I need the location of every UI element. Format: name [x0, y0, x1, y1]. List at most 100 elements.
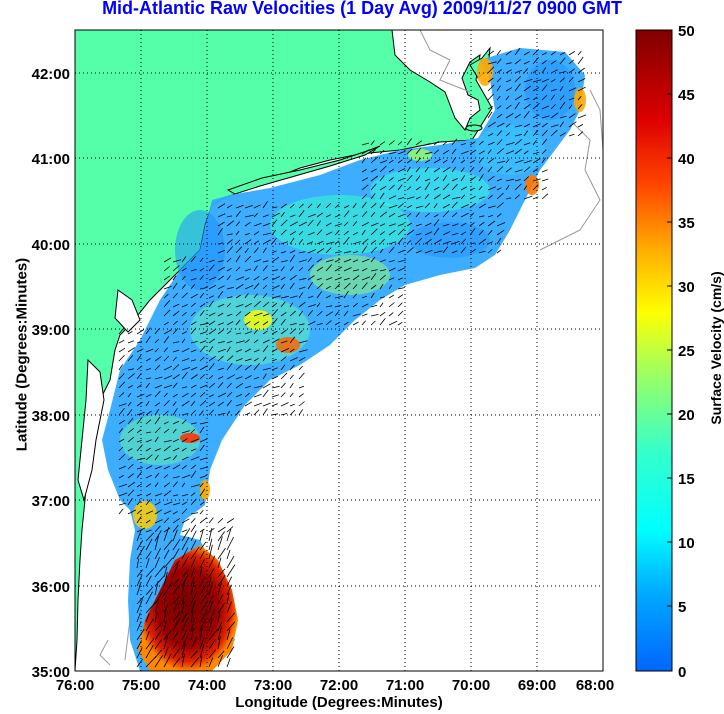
- velocity-arrow: [163, 329, 172, 335]
- velocity-arrow: [433, 167, 441, 173]
- velocity-arrow: [415, 233, 422, 236]
- velocity-arrow: [136, 384, 142, 389]
- velocity-arrow: [163, 607, 167, 623]
- velocity-arrow: [253, 283, 260, 290]
- velocity-arrow: [280, 311, 287, 317]
- velocity-arrow: [163, 300, 171, 308]
- velocity-arrow: [154, 622, 163, 632]
- velocity-arrow: [235, 410, 240, 416]
- velocity-arrow: [316, 229, 323, 236]
- velocity-arrow: [127, 331, 133, 335]
- velocity-arrow: [226, 246, 234, 254]
- velocity-arrow: [163, 557, 174, 569]
- velocity-arrow: [127, 509, 137, 515]
- velocity-arrow: [478, 140, 484, 146]
- velocity-arrow: [118, 428, 123, 434]
- velocity-arrow: [145, 483, 152, 488]
- velocity-arrow: [415, 166, 421, 173]
- velocity-arrow: [190, 540, 197, 551]
- velocity-arrow: [496, 187, 502, 191]
- velocity-arrow: [415, 250, 422, 254]
- velocity-arrow: [262, 373, 267, 380]
- velocity-arrow: [226, 330, 232, 335]
- velocity-arrow: [541, 186, 547, 191]
- velocity-arrow: [397, 177, 406, 182]
- velocity-arrow: [163, 653, 172, 668]
- velocity-arrow: [424, 143, 431, 146]
- y-tick-label: 37:00: [32, 493, 70, 510]
- velocity-arrow: [118, 347, 126, 353]
- velocity-arrow: [181, 358, 190, 362]
- velocity-arrow: [325, 320, 332, 326]
- velocity-arrow: [235, 210, 241, 218]
- velocity-arrow: [253, 329, 259, 335]
- velocity-arrow: [199, 584, 207, 596]
- velocity-arrow: [154, 493, 162, 497]
- velocity-arrow: [397, 302, 403, 308]
- x-tick-label: 76:00: [56, 677, 94, 694]
- velocity-arrow: [397, 310, 404, 317]
- velocity-arrow: [190, 448, 197, 452]
- velocity-arrow: [361, 258, 370, 263]
- velocity-arrow: [487, 111, 493, 119]
- velocity-arrow: [145, 327, 151, 335]
- velocity-arrow: [379, 274, 386, 281]
- velocity-arrow: [532, 178, 541, 182]
- velocity-arrow: [172, 428, 177, 434]
- velocity-arrow: [136, 539, 144, 551]
- velocity-arrow: [388, 204, 398, 209]
- velocity-arrow: [127, 448, 133, 452]
- velocity-arrow: [424, 202, 431, 209]
- velocity-arrow: [316, 240, 324, 245]
- velocity-arrow: [199, 426, 205, 434]
- velocity-arrow: [217, 242, 223, 245]
- velocity-arrow: [181, 430, 190, 434]
- velocity-arrow: [217, 376, 224, 380]
- velocity-arrow: [190, 409, 196, 416]
- velocity-arrow: [541, 60, 547, 65]
- velocity-arrow: [163, 355, 170, 362]
- velocity-arrow: [253, 231, 260, 236]
- velocity-arrow: [163, 635, 169, 650]
- velocity-arrow: [217, 290, 224, 299]
- velocity-arrow: [577, 131, 584, 137]
- velocity-arrow: [226, 612, 236, 623]
- velocity-arrow: [343, 310, 349, 317]
- velocity-arrow: [532, 151, 540, 155]
- velocity-arrow: [172, 320, 178, 326]
- velocity-arrow: [217, 203, 226, 209]
- velocity-arrow: [361, 282, 368, 290]
- velocity-arrow: [523, 195, 533, 200]
- velocity-arrow: [181, 320, 188, 326]
- velocity-arrow: [388, 320, 398, 326]
- velocity-arrow: [532, 168, 539, 173]
- velocity-arrow: [172, 476, 180, 479]
- velocity-arrow: [136, 545, 145, 560]
- velocity-arrow: [541, 84, 548, 92]
- velocity-arrow: [289, 282, 295, 290]
- velocity-arrow: [460, 186, 467, 191]
- velocity-arrow: [487, 149, 492, 155]
- velocity-arrow: [136, 341, 143, 344]
- velocity-arrow: [316, 266, 324, 272]
- velocity-arrow: [244, 277, 250, 281]
- velocity-arrow: [496, 69, 503, 74]
- velocity-arrow: [118, 392, 125, 398]
- velocity-arrow: [181, 555, 189, 569]
- velocity-arrow: [118, 419, 126, 425]
- velocity-arrow: [163, 392, 168, 398]
- velocity-arrow: [172, 657, 181, 668]
- velocity-arrow: [199, 374, 205, 380]
- velocity-arrow: [190, 650, 198, 659]
- velocity-arrow: [316, 248, 325, 254]
- velocity-arrow: [226, 233, 233, 236]
- velocity-arrow: [505, 87, 513, 92]
- velocity-arrow: [370, 193, 376, 200]
- y-tick-label: 36:00: [32, 579, 70, 596]
- velocity-arrow: [226, 518, 235, 524]
- velocity-arrow: [163, 594, 167, 605]
- velocity-arrow: [469, 222, 475, 227]
- velocity-arrow: [352, 321, 359, 326]
- velocity-arrow: [208, 628, 219, 641]
- velocity-arrow: [226, 239, 233, 245]
